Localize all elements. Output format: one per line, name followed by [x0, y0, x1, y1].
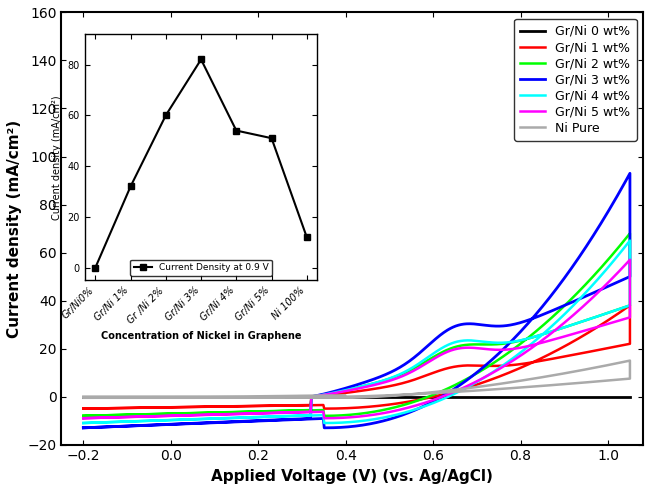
- Gr/Ni 5 wt%: [224, 411, 232, 417]
- Gr/Ni 2 wt%: [79, 413, 87, 419]
- Line: Gr/Ni 4 wt%: Gr/Ni 4 wt%: [83, 241, 630, 423]
- Gr/Ni 0 wt%: [135, 394, 143, 400]
- Gr/Ni 2 wt%: [626, 230, 634, 236]
- Gr/Ni 1 wt%: [554, 347, 562, 353]
- Ni Pure: [79, 394, 87, 400]
- Gr/Ni 3 wt%: [448, 387, 456, 393]
- Gr/Ni 3 wt%: [224, 419, 232, 425]
- Ni Pure: [626, 357, 634, 363]
- Gr/Ni 4 wt%: [448, 392, 456, 398]
- Gr/Ni 3 wt%: [79, 425, 87, 431]
- Gr/Ni 4 wt%: [264, 414, 272, 420]
- Line: Gr/Ni 2 wt%: Gr/Ni 2 wt%: [83, 233, 630, 416]
- Gr/Ni 1 wt%: [598, 347, 606, 353]
- Gr/Ni 3 wt%: [554, 284, 562, 290]
- Gr/Ni 2 wt%: [448, 383, 456, 389]
- Gr/Ni 5 wt%: [79, 415, 87, 421]
- Ni Pure: [448, 387, 456, 393]
- Gr/Ni 2 wt%: [598, 312, 606, 318]
- Gr/Ni 4 wt%: [598, 312, 606, 318]
- Line: Ni Pure: Ni Pure: [83, 360, 630, 398]
- Gr/Ni 5 wt%: [264, 410, 272, 416]
- Line: Gr/Ni 5 wt%: Gr/Ni 5 wt%: [83, 260, 630, 418]
- Gr/Ni 4 wt%: [224, 415, 232, 421]
- Gr/Ni 2 wt%: [554, 309, 562, 315]
- Ni Pure: [554, 372, 562, 378]
- Gr/Ni 5 wt%: [598, 323, 606, 328]
- Gr/Ni 4 wt%: [554, 318, 562, 324]
- Gr/Ni 1 wt%: [79, 406, 87, 411]
- Ni Pure: [575, 380, 583, 386]
- Gr/Ni 1 wt%: [79, 406, 87, 411]
- Gr/Ni 0 wt%: [79, 394, 87, 400]
- Gr/Ni 3 wt%: [598, 286, 606, 292]
- Ni Pure: [598, 378, 606, 384]
- Y-axis label: Current density (mA/cm²): Current density (mA/cm²): [7, 119, 22, 338]
- Gr/Ni 1 wt%: [626, 302, 634, 308]
- Gr/Ni 5 wt%: [575, 329, 583, 335]
- Gr/Ni 2 wt%: [575, 320, 583, 326]
- Ni Pure: [79, 395, 87, 401]
- Gr/Ni 5 wt%: [448, 390, 456, 396]
- Gr/Ni 3 wt%: [79, 425, 87, 431]
- Gr/Ni 0 wt%: [320, 394, 328, 400]
- Gr/Ni 3 wt%: [575, 296, 583, 302]
- Ni Pure: [264, 395, 272, 401]
- Gr/Ni 2 wt%: [264, 409, 272, 414]
- Gr/Ni 4 wt%: [79, 420, 87, 426]
- Line: Gr/Ni 1 wt%: Gr/Ni 1 wt%: [83, 305, 630, 409]
- Gr/Ni 2 wt%: [79, 413, 87, 419]
- Gr/Ni 5 wt%: [626, 257, 634, 263]
- Ni Pure: [224, 395, 232, 401]
- Gr/Ni 5 wt%: [554, 325, 562, 331]
- Gr/Ni 0 wt%: [300, 394, 308, 400]
- Legend: Gr/Ni 0 wt%, Gr/Ni 1 wt%, Gr/Ni 2 wt%, Gr/Ni 3 wt%, Gr/Ni 4 wt%, Gr/Ni 5 wt%, Ni: Gr/Ni 0 wt%, Gr/Ni 1 wt%, Gr/Ni 2 wt%, G…: [514, 19, 637, 141]
- Gr/Ni 4 wt%: [626, 238, 634, 244]
- Line: Gr/Ni 3 wt%: Gr/Ni 3 wt%: [83, 173, 630, 428]
- Gr/Ni 1 wt%: [448, 389, 456, 395]
- Gr/Ni 3 wt%: [626, 170, 634, 176]
- Gr/Ni 0 wt%: [515, 394, 523, 400]
- Gr/Ni 4 wt%: [575, 320, 583, 326]
- Gr/Ni 3 wt%: [264, 418, 272, 424]
- X-axis label: Applied Voltage (V) (vs. Ag/AgCl): Applied Voltage (V) (vs. Ag/AgCl): [211, 469, 493, 484]
- Gr/Ni 5 wt%: [79, 415, 87, 421]
- Gr/Ni 1 wt%: [264, 403, 272, 409]
- Gr/Ni 0 wt%: [506, 394, 514, 400]
- Gr/Ni 2 wt%: [224, 409, 232, 415]
- Gr/Ni 1 wt%: [575, 351, 583, 357]
- Gr/Ni 0 wt%: [455, 394, 463, 400]
- Gr/Ni 4 wt%: [79, 420, 87, 426]
- Gr/Ni 0 wt%: [626, 394, 634, 400]
- Gr/Ni 1 wt%: [224, 404, 232, 409]
